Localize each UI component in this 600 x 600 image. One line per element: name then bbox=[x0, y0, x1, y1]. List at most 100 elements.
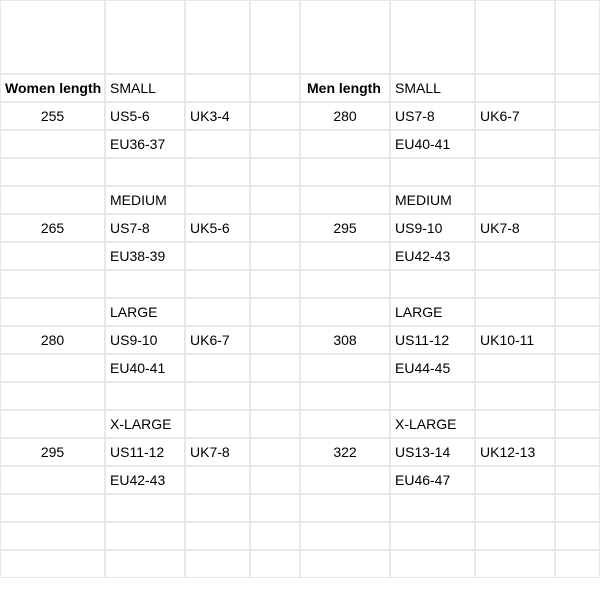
cell-r18-c5[interactable] bbox=[390, 550, 475, 578]
cell-r12-c6[interactable] bbox=[475, 382, 555, 410]
cell-r2-c3[interactable] bbox=[250, 102, 300, 130]
cell-r1-c6[interactable] bbox=[475, 74, 555, 102]
cell-r15-c2[interactable] bbox=[185, 466, 250, 494]
cell-r18-c0[interactable] bbox=[0, 550, 105, 578]
cell-r18-c2[interactable] bbox=[185, 550, 250, 578]
women-uk-0[interactable]: UK3-4 bbox=[185, 102, 250, 130]
women-eu-1[interactable]: EU38-39 bbox=[105, 242, 185, 270]
cell-r9-c0[interactable] bbox=[0, 298, 105, 326]
cell-r11-c0[interactable] bbox=[0, 354, 105, 382]
cell-r13-c7[interactable] bbox=[555, 410, 600, 438]
women-size-2[interactable]: LARGE bbox=[105, 298, 185, 326]
cell-r4-c7[interactable] bbox=[555, 158, 600, 186]
cell-r13-c2[interactable] bbox=[185, 410, 250, 438]
cell-r17-c2[interactable] bbox=[185, 522, 250, 550]
cell-r15-c4[interactable] bbox=[300, 466, 390, 494]
cell-r17-c3[interactable] bbox=[250, 522, 300, 550]
cell-r12-c7[interactable] bbox=[555, 382, 600, 410]
cell-r4-c5[interactable] bbox=[390, 158, 475, 186]
cell-r14-c7[interactable] bbox=[555, 438, 600, 466]
cell-r4-c4[interactable] bbox=[300, 158, 390, 186]
cell-r12-c3[interactable] bbox=[250, 382, 300, 410]
cell-r4-c6[interactable] bbox=[475, 158, 555, 186]
cell-r5-c0[interactable] bbox=[0, 186, 105, 214]
cell-r18-c3[interactable] bbox=[250, 550, 300, 578]
cell-r3-c0[interactable] bbox=[0, 130, 105, 158]
women-size-0[interactable]: SMALL bbox=[105, 74, 185, 102]
cell-r9-c2[interactable] bbox=[185, 298, 250, 326]
cell-r1-c3[interactable] bbox=[250, 74, 300, 102]
men-len-1[interactable]: 295 bbox=[300, 214, 390, 242]
cell-r17-c1[interactable] bbox=[105, 522, 185, 550]
cell-r7-c3[interactable] bbox=[250, 242, 300, 270]
men-us-0[interactable]: US7-8 bbox=[390, 102, 475, 130]
women-uk-1[interactable]: UK5-6 bbox=[185, 214, 250, 242]
cell-r0-c7[interactable] bbox=[555, 0, 600, 74]
cell-r18-c4[interactable] bbox=[300, 550, 390, 578]
cell-r16-c3[interactable] bbox=[250, 494, 300, 522]
women-uk-3[interactable]: UK7-8 bbox=[185, 438, 250, 466]
women-uk-2[interactable]: UK6-7 bbox=[185, 326, 250, 354]
women-len-3[interactable]: 295 bbox=[0, 438, 105, 466]
cell-r6-c7[interactable] bbox=[555, 214, 600, 242]
cell-r0-c3[interactable] bbox=[250, 0, 300, 74]
women-us-2[interactable]: US9-10 bbox=[105, 326, 185, 354]
cell-r5-c6[interactable] bbox=[475, 186, 555, 214]
cell-r8-c7[interactable] bbox=[555, 270, 600, 298]
cell-r5-c3[interactable] bbox=[250, 186, 300, 214]
women-len-1[interactable]: 265 bbox=[0, 214, 105, 242]
men-size-3[interactable]: X-LARGE bbox=[390, 410, 475, 438]
cell-r13-c6[interactable] bbox=[475, 410, 555, 438]
men-size-1[interactable]: MEDIUM bbox=[390, 186, 475, 214]
cell-r0-c1[interactable] bbox=[105, 0, 185, 74]
cell-r7-c7[interactable] bbox=[555, 242, 600, 270]
cell-r8-c0[interactable] bbox=[0, 270, 105, 298]
women-eu-2[interactable]: EU40-41 bbox=[105, 354, 185, 382]
cell-r9-c6[interactable] bbox=[475, 298, 555, 326]
women-us-0[interactable]: US5-6 bbox=[105, 102, 185, 130]
cell-r8-c4[interactable] bbox=[300, 270, 390, 298]
cell-r15-c0[interactable] bbox=[0, 466, 105, 494]
women-length-header[interactable]: Women length bbox=[0, 74, 105, 102]
women-us-3[interactable]: US11-12 bbox=[105, 438, 185, 466]
men-uk-0[interactable]: UK6-7 bbox=[475, 102, 555, 130]
cell-r4-c3[interactable] bbox=[250, 158, 300, 186]
cell-r12-c1[interactable] bbox=[105, 382, 185, 410]
cell-r9-c4[interactable] bbox=[300, 298, 390, 326]
cell-r18-c6[interactable] bbox=[475, 550, 555, 578]
cell-r12-c5[interactable] bbox=[390, 382, 475, 410]
men-us-2[interactable]: US11-12 bbox=[390, 326, 475, 354]
cell-r0-c4[interactable] bbox=[300, 0, 390, 74]
cell-r16-c2[interactable] bbox=[185, 494, 250, 522]
cell-r15-c3[interactable] bbox=[250, 466, 300, 494]
cell-r3-c6[interactable] bbox=[475, 130, 555, 158]
men-length-header[interactable]: Men length bbox=[300, 74, 390, 102]
cell-r16-c6[interactable] bbox=[475, 494, 555, 522]
men-uk-3[interactable]: UK12-13 bbox=[475, 438, 555, 466]
women-us-1[interactable]: US7-8 bbox=[105, 214, 185, 242]
cell-r13-c0[interactable] bbox=[0, 410, 105, 438]
men-size-0[interactable]: SMALL bbox=[390, 74, 475, 102]
cell-r16-c7[interactable] bbox=[555, 494, 600, 522]
cell-r3-c4[interactable] bbox=[300, 130, 390, 158]
men-eu-3[interactable]: EU46-47 bbox=[390, 466, 475, 494]
cell-r16-c1[interactable] bbox=[105, 494, 185, 522]
cell-r4-c0[interactable] bbox=[0, 158, 105, 186]
cell-r3-c2[interactable] bbox=[185, 130, 250, 158]
women-eu-0[interactable]: EU36-37 bbox=[105, 130, 185, 158]
cell-r12-c0[interactable] bbox=[0, 382, 105, 410]
cell-r11-c4[interactable] bbox=[300, 354, 390, 382]
men-len-0[interactable]: 280 bbox=[300, 102, 390, 130]
cell-r4-c2[interactable] bbox=[185, 158, 250, 186]
cell-r3-c3[interactable] bbox=[250, 130, 300, 158]
cell-r8-c3[interactable] bbox=[250, 270, 300, 298]
cell-r11-c2[interactable] bbox=[185, 354, 250, 382]
cell-r4-c1[interactable] bbox=[105, 158, 185, 186]
cell-r5-c4[interactable] bbox=[300, 186, 390, 214]
cell-r13-c3[interactable] bbox=[250, 410, 300, 438]
men-uk-2[interactable]: UK10-11 bbox=[475, 326, 555, 354]
cell-r2-c7[interactable] bbox=[555, 102, 600, 130]
cell-r8-c5[interactable] bbox=[390, 270, 475, 298]
cell-r15-c6[interactable] bbox=[475, 466, 555, 494]
cell-r16-c5[interactable] bbox=[390, 494, 475, 522]
